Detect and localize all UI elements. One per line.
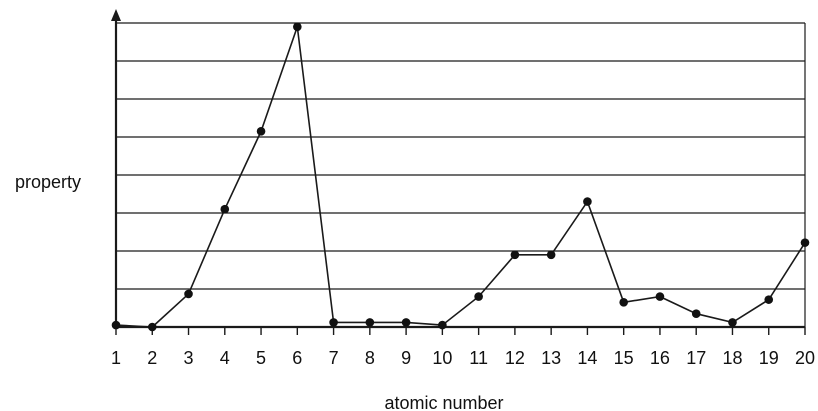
data-point-18 (728, 318, 737, 327)
data-point-12 (510, 250, 520, 260)
y-axis-title: property (15, 172, 81, 192)
x-tick-label-8: 8 (365, 348, 375, 368)
data-point-2 (147, 322, 157, 332)
data-line (115, 26, 806, 328)
y-axis-arrow-icon (111, 9, 121, 21)
plot-frame (111, 9, 806, 329)
x-tick-label-2: 2 (147, 348, 157, 368)
data-point-1 (111, 320, 121, 330)
x-tick-label-1: 1 (111, 348, 121, 368)
data-point-11 (474, 292, 483, 301)
x-tick-label-5: 5 (256, 348, 266, 368)
data-point-19 (764, 295, 774, 304)
x-tick-label-15: 15 (614, 348, 634, 368)
data-point-5 (256, 127, 266, 136)
x-axis-ticks (115, 327, 806, 335)
x-tick-label-10: 10 (432, 348, 452, 368)
x-tick-labels: 1 2 3 4 5 6 7 8 9 10 11 12 13 14 15 16 17 18 19 20 (111, 348, 815, 368)
data-point-14 (583, 197, 592, 206)
data-points (111, 22, 810, 332)
x-tick-label-13: 13 (541, 348, 561, 368)
data-point-6 (293, 22, 302, 32)
series-line (115, 26, 806, 328)
x-tick-label-4: 4 (220, 348, 230, 368)
x-tick-label-11: 11 (469, 348, 488, 368)
x-axis-title: atomic number (384, 393, 503, 411)
data-point-13 (546, 250, 556, 260)
data-point-3 (184, 289, 193, 299)
data-point-15 (619, 298, 628, 307)
data-point-7 (329, 318, 338, 327)
x-tick-label-9: 9 (401, 348, 411, 368)
data-point-10 (438, 320, 447, 330)
x-tick-label-6: 6 (292, 348, 302, 368)
x-tick-label-16: 16 (650, 348, 670, 368)
data-point-8 (365, 318, 375, 327)
x-tick-label-18: 18 (722, 348, 742, 368)
data-point-17 (691, 309, 701, 319)
x-tick-label-19: 19 (759, 348, 779, 368)
data-point-20 (800, 238, 810, 247)
x-tick-label-20: 20 (795, 348, 815, 368)
horizontal-gridlines (116, 22, 805, 290)
x-tick-label-17: 17 (686, 348, 706, 368)
data-point-9 (401, 318, 411, 327)
x-tick-label-12: 12 (505, 348, 525, 368)
x-tick-label-3: 3 (184, 348, 194, 368)
x-tick-label-7: 7 (329, 348, 339, 368)
data-point-16 (655, 292, 665, 301)
data-point-4 (220, 204, 230, 214)
x-tick-label-14: 14 (577, 348, 597, 368)
